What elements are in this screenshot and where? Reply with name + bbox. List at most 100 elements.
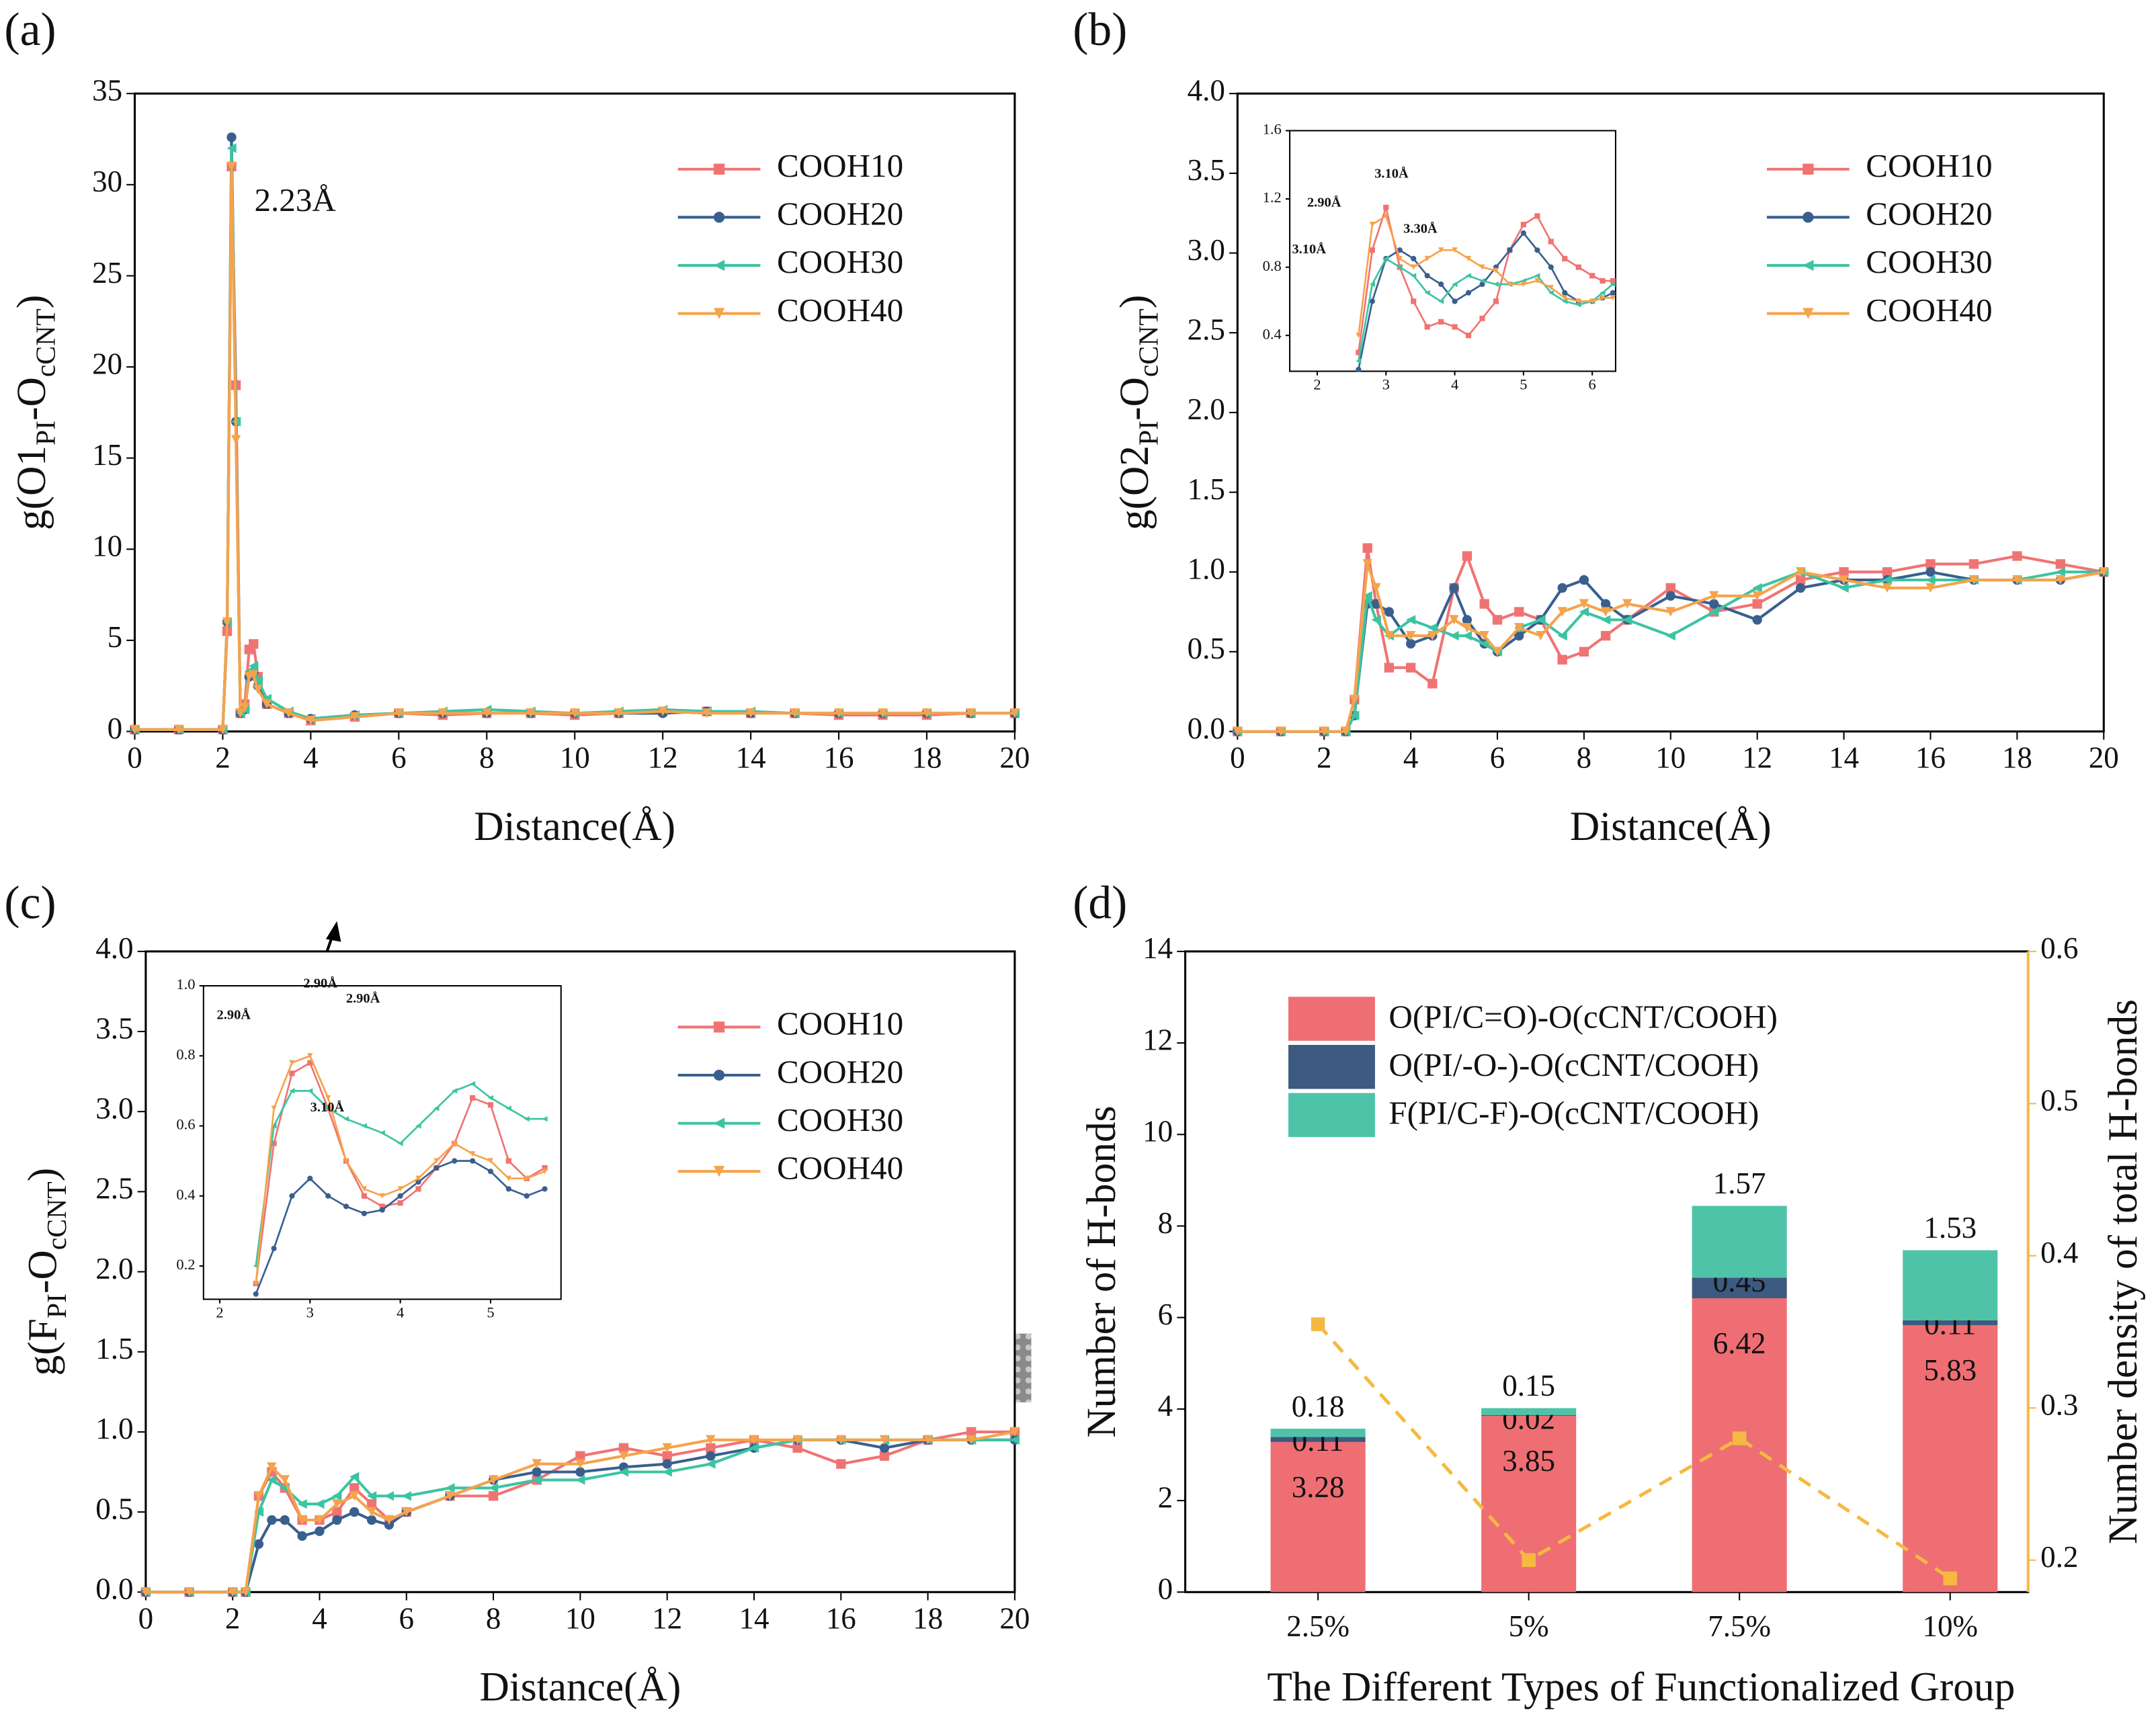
y-tick-label: 0.5 [1188,632,1225,665]
marker [1579,607,1589,617]
marker [240,703,250,713]
legend-label: F(PI/C-F)-O(cCNT/COOH) [1388,1095,1759,1132]
marker [1369,222,1375,228]
marker [1479,599,1489,609]
x-tick-label: 8 [486,1601,501,1635]
marker [343,1158,349,1164]
annotation: 2.90Å [346,990,380,1006]
marker [879,1443,890,1453]
marker [130,724,140,734]
marker [361,1123,367,1129]
y2-tick-label: 0.3 [2040,1388,2078,1422]
marker [966,708,976,718]
series-line [134,166,1015,731]
marker [487,1169,494,1175]
marker [253,1291,259,1297]
marker [1356,366,1362,373]
marker [280,1475,290,1485]
marker [1925,559,1936,569]
marker [1479,315,1485,321]
marker [1968,559,1979,569]
marker [1507,247,1513,253]
legend-label: COOH10 [1866,147,1992,184]
marker [267,1475,277,1485]
y-tick-label: 0.0 [1188,712,1225,745]
y2-line [1317,1322,1952,1580]
y-axis-title: g(O1PI-OcCNT) [9,295,61,530]
marker [1438,319,1444,325]
marker [1589,298,1595,304]
y-tick-label: 0.0 [95,1572,133,1606]
marker [792,1435,802,1445]
x-tick-label: 10 [565,1601,595,1635]
annotation: 3.10Å [1374,166,1409,181]
marker [505,1105,511,1111]
marker [662,1459,672,1469]
marker [1610,278,1616,284]
marker [1311,1317,1325,1331]
x-tick-label: 2 [215,741,231,775]
marker [1462,615,1473,625]
marker [1925,583,1936,593]
marker [1371,583,1381,593]
marker [1534,213,1540,219]
marker [1411,273,1417,279]
y-tick-label: 0.4 [1263,325,1282,342]
value-label: 6.42 [1713,1326,1766,1360]
marker [2012,575,2022,585]
annotation: 2.90Å [303,976,337,991]
marker [1752,583,1762,593]
y-tick-label: 14 [1143,931,1173,965]
marker [1600,599,1611,609]
legend-marker [1802,308,1814,319]
marker [532,1467,542,1477]
marker [575,1475,585,1485]
marker [1548,239,1554,245]
marker [1548,264,1554,270]
y-tick-label: 30 [92,165,122,198]
y-axis-title-part: g(F [20,1318,66,1376]
legend-label: COOH30 [777,243,903,280]
marker [575,1451,585,1461]
y-tick-label: 4.0 [1188,74,1225,108]
marker [745,708,756,718]
marker [1449,615,1459,625]
marker [575,1467,585,1477]
marker [397,1140,403,1146]
marker [271,1140,277,1146]
y-tick-label: 1.5 [95,1332,133,1365]
marker [542,1169,548,1175]
marker [1462,623,1473,633]
marker [1356,333,1362,339]
legend-marker [713,212,725,223]
annotation: 2.90Å [217,1007,251,1023]
marker [618,1467,629,1477]
marker [879,1451,890,1461]
marker [618,1451,629,1461]
y-tick-label: 35 [92,74,122,108]
marker [289,1070,295,1076]
marker [1882,583,1893,593]
marker [1341,726,1351,736]
marker [833,708,844,718]
marker [1925,567,1936,577]
y-tick-label: 2.0 [1188,392,1225,426]
marker [366,1507,377,1517]
marker [1438,247,1444,253]
marker [307,1053,313,1059]
marker [1795,575,1806,585]
x-tick-label: 18 [913,1601,943,1635]
marker [706,1451,716,1461]
marker [1839,567,1849,577]
marker [470,1081,476,1087]
marker [966,1435,977,1445]
x-tick-label: 8 [479,741,494,775]
x-tick-label: 2 [1317,741,1332,775]
value-label: 1.53 [1923,1211,1977,1244]
marker [921,708,932,718]
y-tick-label: 10 [92,530,122,563]
marker [325,1193,331,1199]
marker [1520,281,1526,288]
marker [1492,615,1503,625]
marker [836,1435,846,1445]
